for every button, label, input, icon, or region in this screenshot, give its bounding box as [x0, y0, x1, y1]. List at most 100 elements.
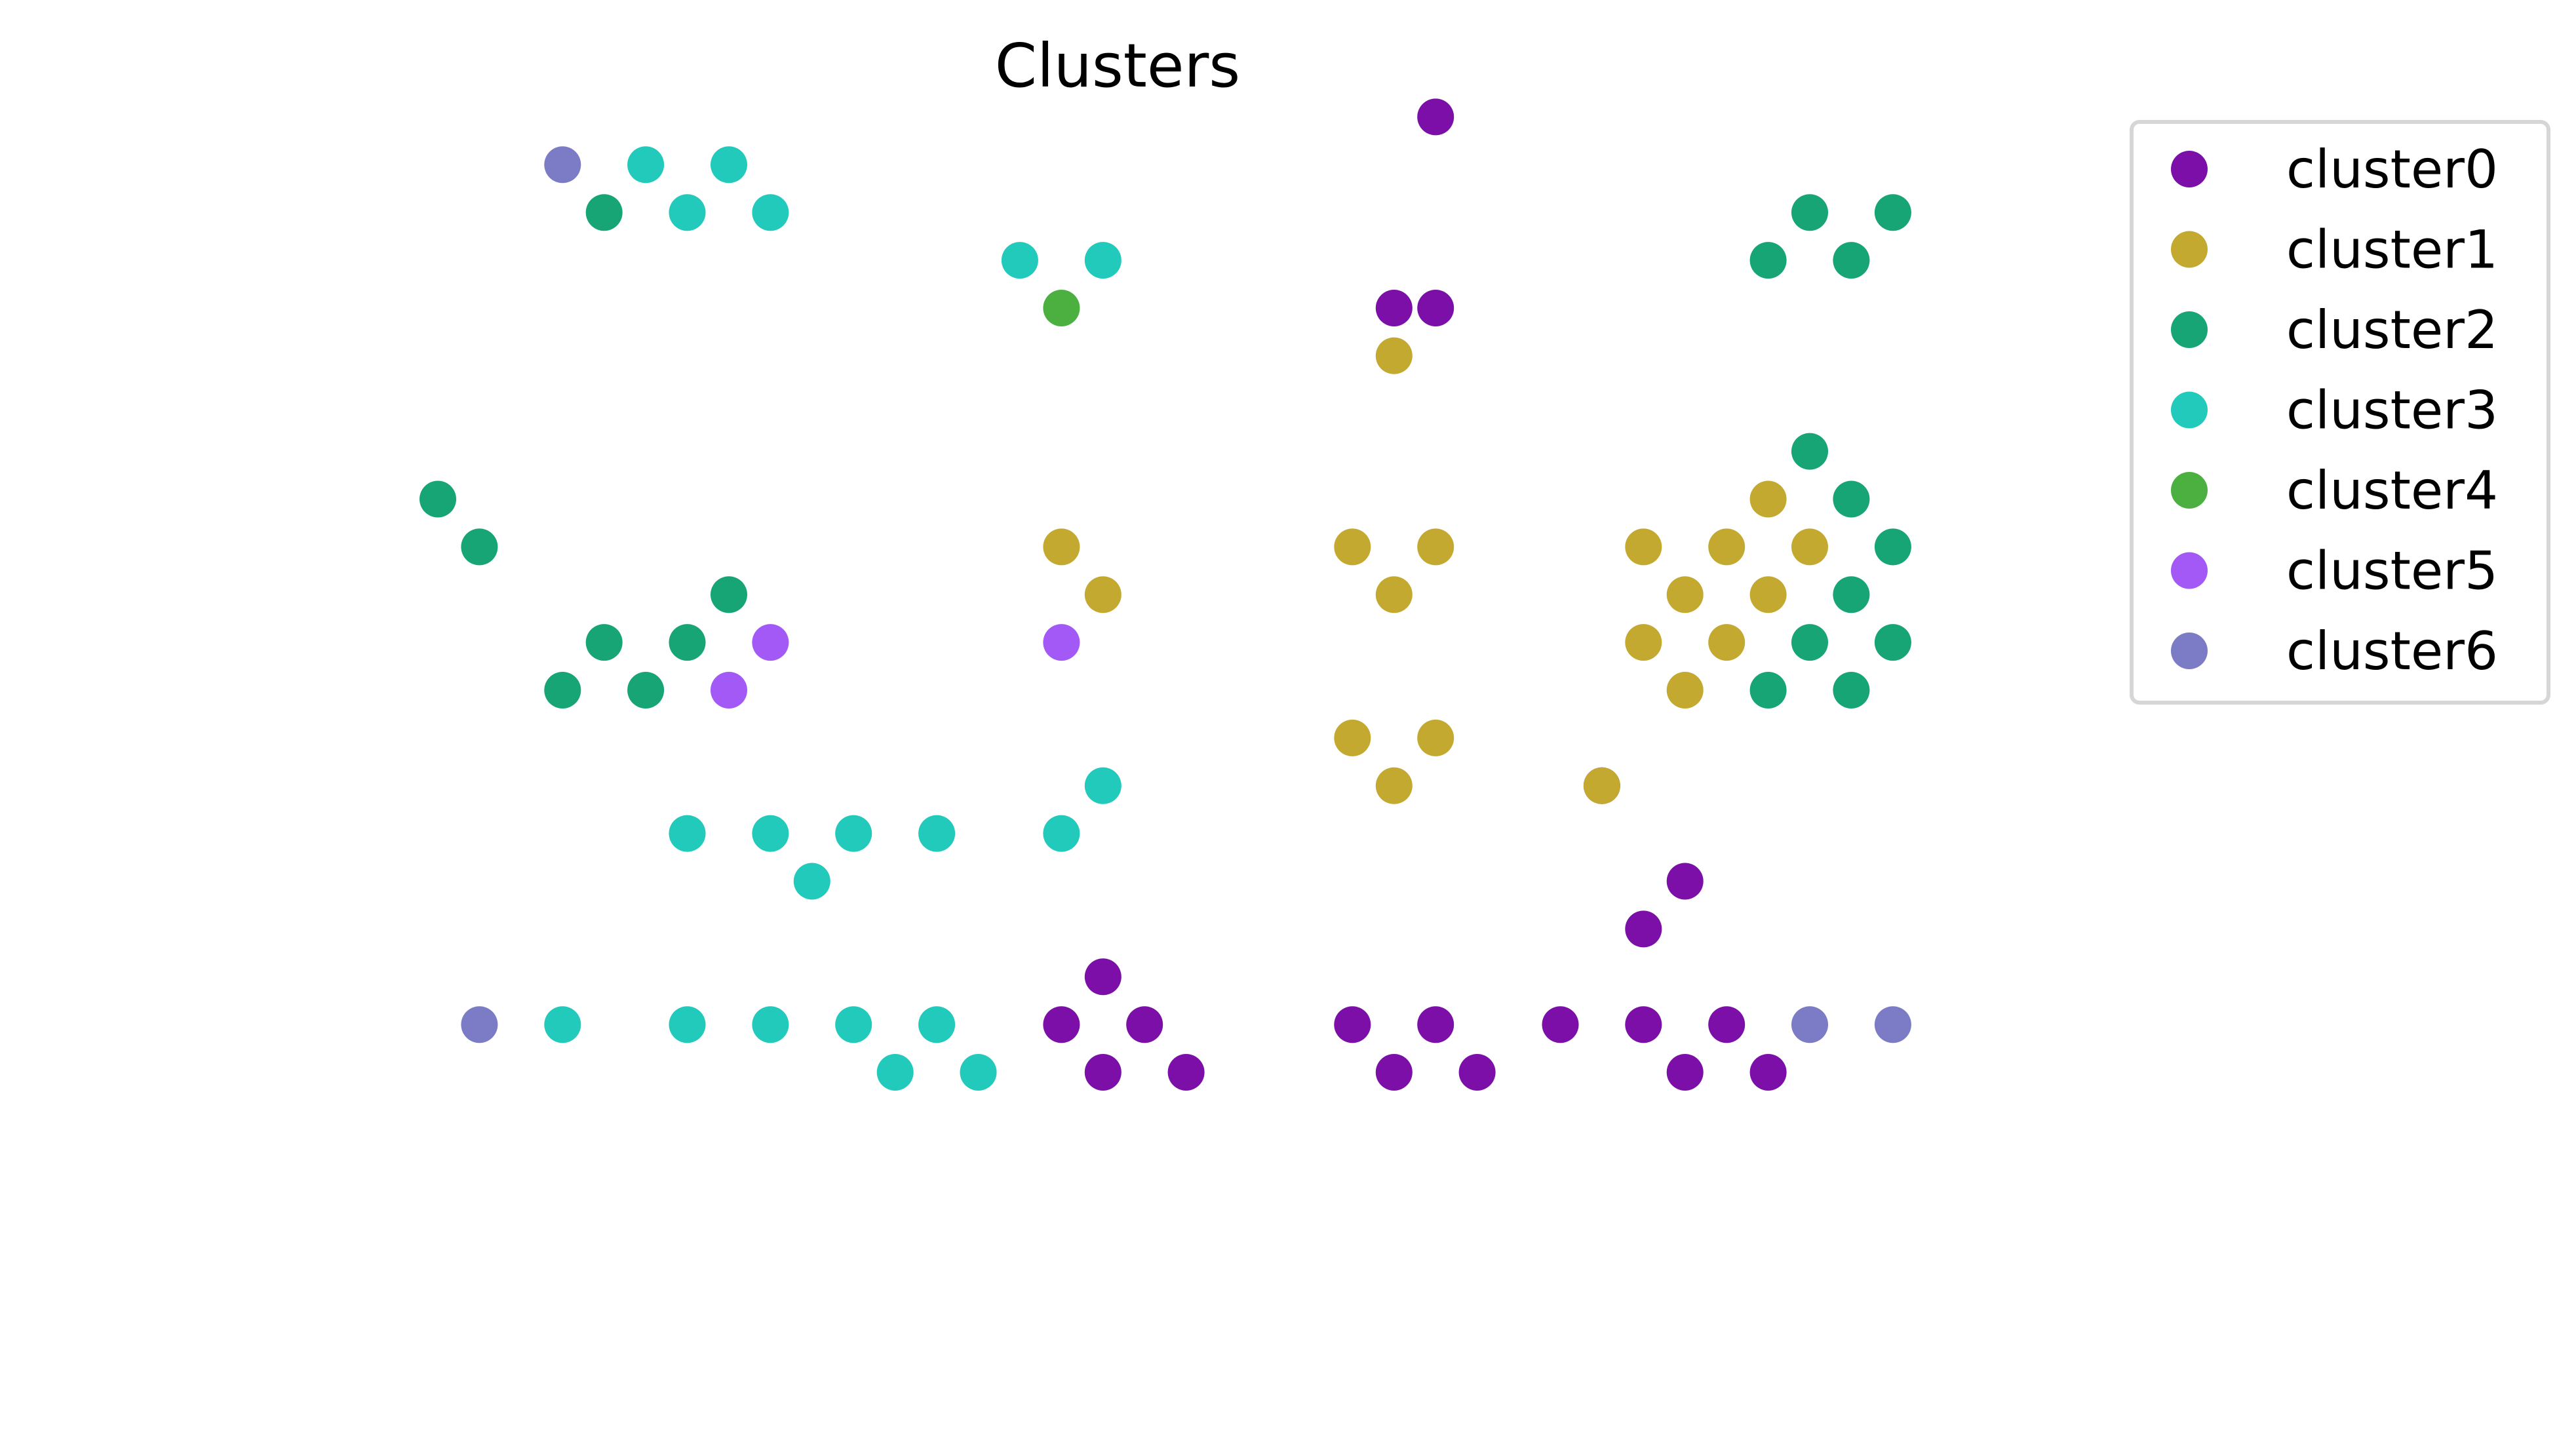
- point-cluster2-8: [461, 528, 498, 566]
- point-cluster3-7: [1043, 815, 1080, 852]
- legend-marker-cluster6: [2171, 632, 2208, 669]
- point-cluster2-19: [1833, 672, 1870, 709]
- legend-marker-cluster4: [2171, 472, 2208, 509]
- point-cluster2-3: [1749, 242, 1787, 279]
- legend-label-cluster0: cluster0: [2286, 139, 2498, 200]
- legend: cluster0 cluster1 cluster2 cluster3 cluster4…: [2130, 120, 2550, 705]
- point-cluster2-17: [627, 672, 665, 709]
- point-cluster0-5: [1625, 910, 1662, 948]
- point-cluster3-3: [752, 194, 789, 231]
- legend-label-cluster2: cluster2: [2286, 300, 2498, 360]
- point-cluster0-1: [1375, 290, 1413, 326]
- legend-marker-cluster0: [2171, 151, 2208, 187]
- point-cluster1-17: [1375, 767, 1413, 804]
- point-cluster6-3: [1874, 1006, 1911, 1043]
- point-cluster0-17: [1708, 1006, 1746, 1043]
- point-cluster1-14: [1666, 672, 1704, 709]
- point-cluster3-16: [835, 1006, 872, 1043]
- series-cluster6: [461, 146, 1911, 1043]
- legend-label-cluster6: cluster6: [2286, 621, 2498, 682]
- point-cluster0-4: [1666, 863, 1704, 900]
- point-cluster1-3: [1084, 576, 1122, 613]
- point-cluster0-13: [1375, 1054, 1413, 1091]
- point-cluster2-2: [1874, 194, 1911, 231]
- point-cluster2-11: [711, 576, 747, 613]
- point-cluster1-4: [1334, 528, 1371, 566]
- point-cluster2-14: [1791, 624, 1828, 661]
- point-cluster3-12: [793, 863, 830, 900]
- point-cluster3-17: [918, 1006, 956, 1043]
- point-cluster1-0: [1375, 337, 1413, 374]
- point-cluster0-12: [1417, 1006, 1454, 1043]
- point-cluster2-12: [585, 624, 623, 661]
- legend-label-cluster1: cluster1: [2286, 220, 2498, 281]
- series-cluster4: [1043, 290, 1080, 326]
- point-cluster1-12: [1625, 624, 1662, 661]
- point-cluster3-0: [627, 146, 665, 184]
- point-cluster5-2: [711, 672, 747, 709]
- series-cluster1: [1043, 337, 1828, 804]
- point-cluster0-16: [1625, 1006, 1662, 1043]
- point-cluster2-7: [1833, 480, 1870, 518]
- legend-label-cluster3: cluster3: [2286, 380, 2498, 441]
- point-cluster3-8: [669, 815, 706, 852]
- point-cluster1-10: [1666, 576, 1704, 613]
- point-cluster3-15: [752, 1006, 789, 1043]
- legend-marker-cluster5: [2171, 552, 2208, 589]
- point-cluster2-18: [1749, 672, 1787, 709]
- point-cluster0-18: [1666, 1054, 1704, 1091]
- series-cluster2: [420, 194, 1911, 709]
- point-cluster0-15: [1542, 1006, 1579, 1043]
- point-cluster3-19: [960, 1054, 997, 1091]
- point-cluster3-14: [669, 1006, 706, 1043]
- point-cluster1-9: [1791, 528, 1828, 566]
- point-cluster4-0: [1043, 290, 1080, 326]
- point-cluster0-11: [1334, 1006, 1371, 1043]
- point-cluster2-4: [1833, 242, 1870, 279]
- point-cluster1-6: [1375, 576, 1413, 613]
- point-cluster1-5: [1417, 528, 1454, 566]
- point-cluster2-16: [544, 672, 581, 709]
- point-cluster2-6: [420, 480, 456, 518]
- point-cluster2-1: [1791, 194, 1828, 231]
- point-cluster3-13: [544, 1006, 581, 1043]
- legend-marker-cluster3: [2171, 391, 2208, 429]
- point-cluster1-8: [1708, 528, 1746, 566]
- point-cluster3-18: [876, 1054, 914, 1091]
- point-cluster1-7: [1625, 528, 1662, 566]
- point-cluster0-14: [1458, 1054, 1496, 1091]
- chart-title: Clusters: [995, 31, 1240, 101]
- point-cluster0-10: [1167, 1054, 1205, 1091]
- point-cluster6-0: [544, 146, 581, 184]
- point-cluster3-5: [1084, 242, 1122, 279]
- point-cluster0-8: [1126, 1006, 1163, 1043]
- point-cluster2-10: [1833, 576, 1870, 613]
- point-cluster2-13: [669, 624, 706, 661]
- legend-marker-cluster2: [2171, 311, 2208, 348]
- point-cluster3-2: [669, 194, 706, 231]
- legend-label-cluster4: cluster4: [2286, 460, 2498, 521]
- point-cluster1-18: [1583, 767, 1620, 804]
- legend-entries: cluster0 cluster1 cluster2 cluster3 cluster4…: [2171, 139, 2498, 682]
- point-cluster1-2: [1043, 528, 1080, 566]
- point-cluster0-7: [1043, 1006, 1080, 1043]
- legend-marker-cluster1: [2171, 231, 2208, 268]
- point-cluster0-2: [1417, 290, 1454, 326]
- legend-frame: [2130, 120, 2550, 705]
- point-cluster0-9: [1084, 1054, 1122, 1091]
- point-cluster3-4: [1001, 242, 1038, 279]
- point-cluster3-11: [918, 815, 956, 852]
- point-cluster0-19: [1749, 1054, 1787, 1091]
- point-cluster2-9: [1874, 528, 1911, 566]
- point-cluster0-6: [1084, 958, 1122, 996]
- point-cluster2-0: [585, 194, 623, 231]
- point-cluster5-0: [752, 624, 789, 661]
- plot-area: [420, 98, 1911, 1091]
- point-cluster1-15: [1334, 719, 1371, 756]
- series-cluster3: [544, 146, 1122, 1091]
- point-cluster3-1: [711, 146, 747, 184]
- point-cluster2-15: [1874, 624, 1911, 661]
- point-cluster3-10: [835, 815, 872, 852]
- point-cluster1-11: [1749, 576, 1787, 613]
